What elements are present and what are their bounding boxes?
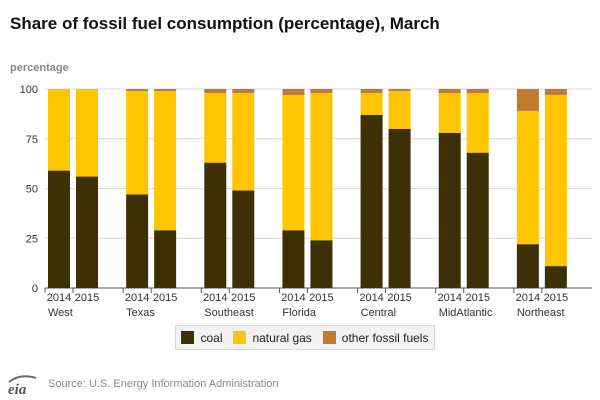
- region-label: Florida: [282, 307, 317, 319]
- y-tick-label: 50: [26, 184, 38, 196]
- bar-segment-natural-gas[interactable]: [360, 92, 383, 115]
- bar-segment-other-fossil-fuels[interactable]: [126, 89, 149, 91]
- eia-logo-icon[interactable]: eia: [6, 372, 40, 396]
- region-label: Central: [361, 307, 396, 319]
- legend-label-coal: coal: [200, 330, 223, 345]
- bar-segment-coal[interactable]: [310, 240, 333, 288]
- bar-segment-coal[interactable]: [516, 244, 539, 288]
- year-tick-label: 2014: [359, 292, 383, 304]
- year-tick-label: 2015: [465, 292, 489, 304]
- year-tick-label: 2014: [203, 292, 227, 304]
- year-tick-label: 2014: [516, 292, 540, 304]
- bar-segment-coal[interactable]: [282, 230, 305, 288]
- bar-segment-other-fossil-fuels[interactable]: [544, 89, 567, 95]
- year-tick-label: 2014: [47, 292, 71, 304]
- bar-segment-other-fossil-fuels[interactable]: [388, 89, 411, 91]
- y-axis-label: percentage: [10, 62, 69, 74]
- year-tick-label: 2015: [387, 292, 411, 304]
- y-tick-label: 0: [32, 283, 38, 295]
- legend-swatch-coal: [181, 331, 195, 344]
- year-tick-label: 2014: [437, 292, 461, 304]
- year-tick-label: 2015: [153, 292, 177, 304]
- legend: coal natural gas other fossil fuels: [175, 325, 435, 350]
- bar-segment-natural-gas[interactable]: [544, 94, 567, 267]
- bar-segment-other-fossil-fuels[interactable]: [232, 89, 255, 93]
- chart-title: Share of fossil fuel consumption (percen…: [10, 14, 440, 33]
- bar-segment-natural-gas[interactable]: [388, 90, 411, 129]
- region-label: Southeast: [204, 307, 254, 319]
- bars: [48, 89, 567, 289]
- legend-swatch-natural-gas: [233, 331, 247, 344]
- bar-segment-coal[interactable]: [154, 230, 177, 288]
- legend-item-other-fossil-fuels[interactable]: other fossil fuels: [322, 330, 429, 345]
- bar-segment-coal[interactable]: [388, 128, 411, 288]
- year-tick-label: 2015: [231, 292, 255, 304]
- footer: eia Source: U.S. Energy Information Admi…: [6, 372, 279, 396]
- region-label: Texas: [126, 307, 155, 319]
- bar-segment-coal[interactable]: [466, 152, 489, 288]
- y-tick-label: 25: [26, 233, 38, 245]
- bar-segment-other-fossil-fuels[interactable]: [360, 89, 383, 93]
- bar-segment-other-fossil-fuels[interactable]: [516, 89, 539, 111]
- bar-segment-coal[interactable]: [76, 176, 98, 288]
- bar-segment-other-fossil-fuels[interactable]: [438, 89, 461, 93]
- year-tick-label: 2015: [75, 292, 99, 304]
- bar-segment-natural-gas[interactable]: [232, 92, 255, 191]
- year-tick-label: 2014: [281, 292, 305, 304]
- y-tick-labels: 0 25 50 75 100: [20, 84, 38, 295]
- bar-segment-coal[interactable]: [544, 266, 567, 288]
- year-tick-label: 2014: [125, 292, 149, 304]
- bar-segment-coal[interactable]: [232, 190, 255, 288]
- bar-segment-coal[interactable]: [48, 170, 70, 288]
- region-label: Northeast: [517, 307, 565, 319]
- bar-segment-natural-gas[interactable]: [466, 92, 489, 153]
- bar-segment-other-fossil-fuels[interactable]: [204, 89, 227, 93]
- eia-logo-text: eia: [8, 382, 27, 396]
- bar-segment-other-fossil-fuels[interactable]: [154, 89, 177, 91]
- year-tick-label: 2015: [544, 292, 568, 304]
- legend-item-natural-gas[interactable]: natural gas: [233, 330, 312, 345]
- bar-segment-natural-gas[interactable]: [48, 89, 70, 171]
- bar-segment-natural-gas[interactable]: [310, 92, 333, 241]
- bar-segment-coal[interactable]: [438, 132, 461, 288]
- legend-item-coal[interactable]: coal: [181, 331, 222, 345]
- bar-segment-coal[interactable]: [360, 114, 383, 289]
- bar-segment-other-fossil-fuels[interactable]: [310, 89, 333, 93]
- bar-segment-natural-gas[interactable]: [516, 110, 539, 245]
- bar-segment-other-fossil-fuels[interactable]: [466, 89, 489, 93]
- bar-segment-other-fossil-fuels[interactable]: [282, 89, 305, 95]
- bar-segment-natural-gas[interactable]: [76, 89, 98, 177]
- region-label: MidAtlantic: [439, 307, 493, 319]
- year-tick-label: 2015: [309, 292, 333, 304]
- region-label: West: [48, 307, 73, 319]
- bar-segment-natural-gas[interactable]: [154, 90, 177, 231]
- legend-label-other-fossil-fuels: other fossil fuels: [341, 330, 429, 345]
- bar-segment-natural-gas[interactable]: [126, 90, 149, 195]
- bar-segment-natural-gas[interactable]: [204, 92, 227, 163]
- legend-label-natural-gas: natural gas: [252, 330, 312, 345]
- source-text: Source: U.S. Energy Information Administ…: [48, 378, 279, 390]
- y-tick-label: 100: [20, 84, 38, 96]
- bar-segment-coal[interactable]: [126, 194, 149, 288]
- bar-segment-natural-gas[interactable]: [282, 94, 305, 231]
- bar-segment-coal[interactable]: [204, 162, 227, 288]
- bar-segment-natural-gas[interactable]: [438, 92, 461, 133]
- legend-swatch-other-fossil-fuels: [322, 331, 336, 344]
- y-tick-label: 75: [26, 134, 38, 146]
